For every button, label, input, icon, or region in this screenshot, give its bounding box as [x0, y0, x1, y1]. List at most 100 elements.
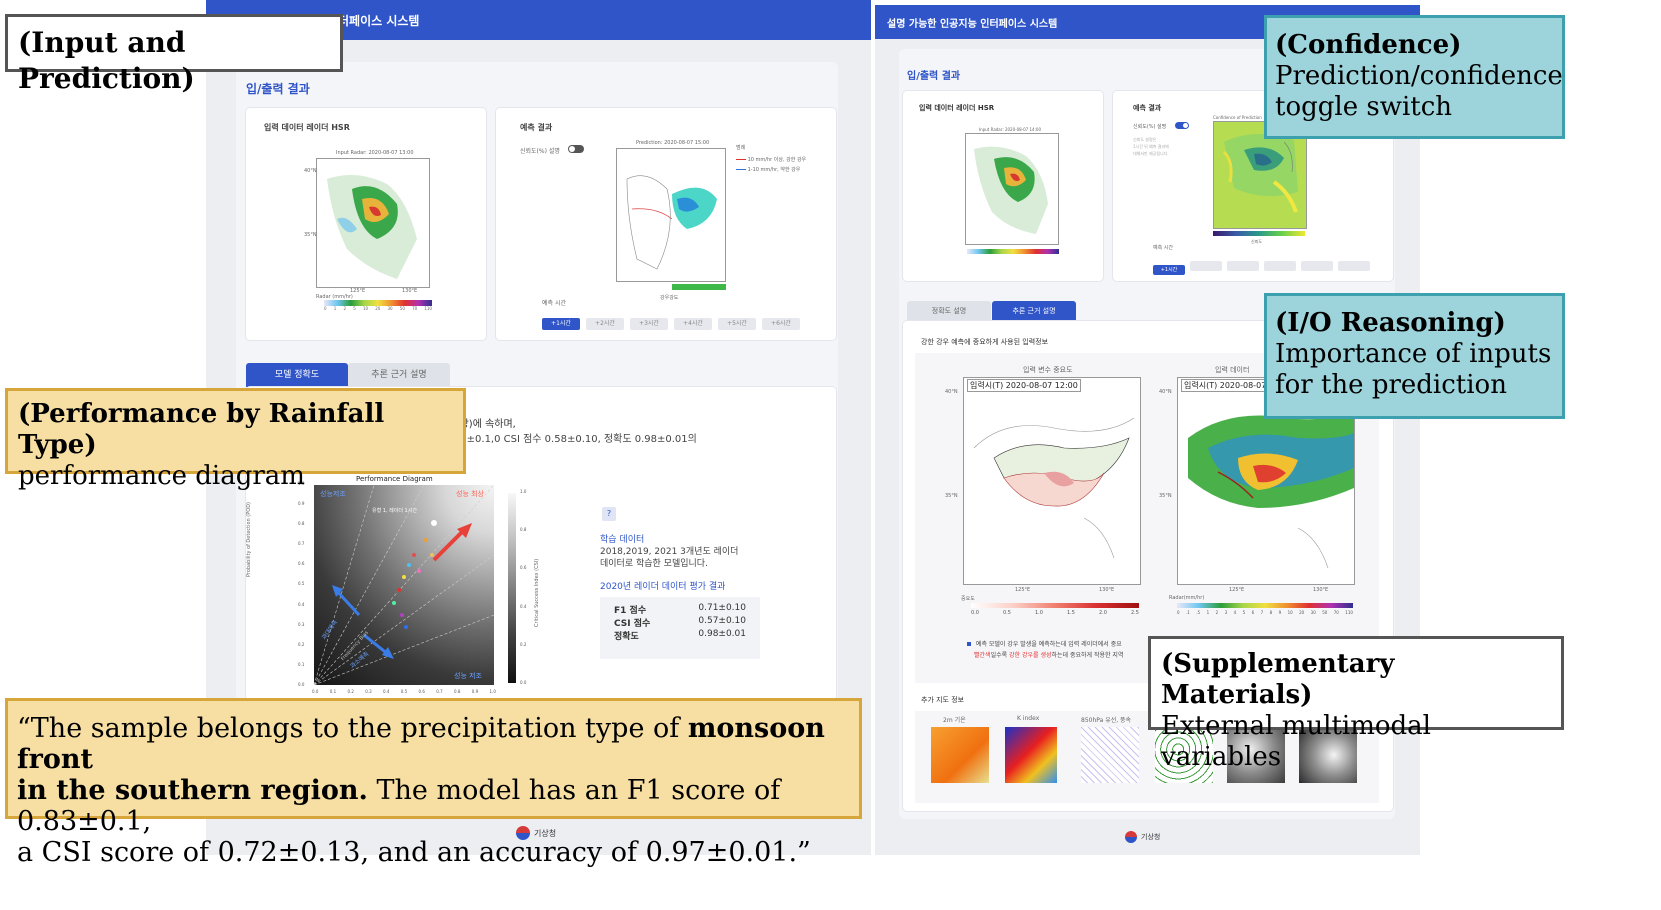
importance-map-graphic — [973, 417, 1135, 559]
time-button-3h[interactable]: +3시간 — [630, 318, 668, 330]
input-data-map-caption: 입력시(T) 2020-08-07 — [1181, 379, 1270, 392]
callout-performance-title: (Performance by Rainfall Type) — [18, 399, 385, 460]
tick: 2.0 — [1099, 610, 1107, 616]
left-pred-legend-strong: 10 mm/hr 이상, 강한 강우 — [736, 156, 806, 163]
importance-map: 입력시(T) 2020-08-07 12:00 — [963, 377, 1141, 585]
radar-map-graphic — [974, 146, 1048, 234]
tick: 0.2 — [520, 641, 527, 647]
accuracy-text-line2: 수 0.71±0.1,0 CSI 점수 0.58±0.10, 정확도 0.98±… — [432, 434, 697, 445]
left-input-lon-130: 130°E — [402, 288, 418, 294]
toggle-knob — [569, 146, 575, 152]
perf-label-top-right: 성능 최상 — [456, 490, 484, 498]
help-button[interactable]: ? — [602, 507, 616, 521]
time-button-1h[interactable]: +1시간 — [542, 318, 580, 330]
left-content: 입/출력 결과 입력 데이터 레이더 HSR Input Radar: 2020… — [236, 62, 838, 707]
prediction-map-graphic — [626, 175, 717, 270]
left-input-lat-35: 35°N — [304, 232, 317, 238]
imp-lon-130: 130°E — [1099, 587, 1115, 593]
callout-performance: (Performance by Rainfall Type) performan… — [5, 388, 466, 491]
tick: 0.2 — [298, 641, 305, 647]
imp-cbar-label: 중요도 — [961, 596, 975, 602]
train-title: 학습 데이터 — [600, 535, 645, 545]
performance-diagram: 성능저조 성능 최상 유형 1, 레이더 1시간 과대예측 Frequency … — [314, 485, 494, 685]
right-input-card-title: 입력 데이터 레이더 HSR — [919, 104, 995, 112]
left-input-card-title: 입력 데이터 레이더 HSR — [264, 123, 350, 132]
tick: 0.0 — [298, 681, 305, 687]
right-confidence-toggle[interactable] — [1175, 122, 1189, 129]
score-label: 정확도 — [614, 632, 639, 642]
tick: 1.0 — [489, 689, 496, 694]
tick: 4 — [1233, 610, 1237, 615]
region-link[interactable]: 남부지방)에 속하며, — [432, 419, 516, 430]
time-button-5h[interactable] — [1301, 261, 1333, 271]
left-input-cbar-ticks: 0 1 2 5 10 20 30 50 70 110 — [324, 306, 432, 311]
callout-confidence-sub-1: Prediction/confidence — [1275, 61, 1563, 91]
tick: 1 — [1206, 610, 1210, 615]
callout-confidence-sub-2: toggle switch — [1275, 92, 1453, 122]
time-button-5h[interactable]: +5시간 — [718, 318, 756, 330]
tick: 0.7 — [436, 689, 443, 694]
callout-input-prediction: (Input and Prediction) — [5, 14, 343, 95]
left-input-radar-map — [316, 158, 430, 288]
radar-map-graphic — [327, 175, 417, 279]
tick: 2.5 — [1131, 610, 1139, 616]
time-button-6h[interactable]: +6시간 — [762, 318, 800, 330]
tick: 70 — [412, 306, 418, 311]
left-pred-time-label: 예측 시간 — [542, 300, 566, 307]
right-toggle-desc-3: 대해서만 제공됩니다. — [1133, 151, 1169, 156]
time-button-4h[interactable] — [1264, 261, 1296, 271]
legend-weak-label: 1-10 mm/hr, 약한 강우 — [747, 167, 801, 173]
tick: 0.5 — [298, 581, 305, 587]
tick: 20 — [375, 306, 381, 311]
time-button-2h[interactable]: +2시간 — [586, 318, 624, 330]
right-section-title: 입/출력 결과 — [907, 71, 961, 82]
tick: 110 — [424, 306, 432, 311]
perf-y-ticks: 1.0 0.9 0.8 0.7 0.6 0.5 0.4 0.3 0.2 0.1 … — [298, 481, 304, 687]
left-pred-colorbar — [618, 284, 726, 290]
kma-logo-icon — [1125, 831, 1137, 843]
time-button-4h[interactable]: +4시간 — [674, 318, 712, 330]
extra-map-temperature[interactable] — [931, 727, 989, 783]
tick: 0.3 — [298, 621, 305, 627]
left-input-colorbar — [324, 300, 432, 306]
extra-map-satellite-1[interactable] — [1227, 727, 1285, 783]
left-prediction-map — [616, 148, 726, 282]
tick: 0.4 — [520, 603, 527, 609]
tab-model-accuracy[interactable]: 모델 정확도 — [246, 363, 348, 387]
right-pred-toggle-label: 신뢰도(%) 설명 — [1133, 124, 1167, 130]
importance-colorbar — [971, 603, 1139, 608]
time-button-3h[interactable] — [1227, 261, 1259, 271]
callout-supplementary-sub: External multimodal variables — [1161, 711, 1431, 772]
tick: 1.0 — [520, 489, 527, 494]
right-conf-cbar-label: 신뢰도 — [1251, 239, 1263, 244]
score-row-f1: F1 점수 0.71±0.10 — [614, 603, 746, 616]
left-confidence-toggle[interactable] — [568, 145, 584, 153]
tick: 0.3 — [365, 689, 372, 694]
legend-strong-label: 10 mm/hr 이상, 강한 강우 — [747, 157, 807, 163]
perf-diagram-overlay — [314, 485, 494, 685]
train-text-1: 2018,2019, 2021 3개년도 레이더 — [600, 547, 739, 557]
tick: 1.0 — [1035, 610, 1043, 616]
tick: 0.2 — [347, 689, 354, 694]
time-button-1h[interactable]: +1시간 — [1153, 265, 1185, 275]
time-button-6h[interactable] — [1338, 261, 1370, 271]
tick: 2 — [343, 306, 347, 311]
extra-map-kindex[interactable] — [1005, 727, 1057, 783]
tick: 0 — [324, 306, 327, 311]
tab-accuracy[interactable]: 정확도 설명 — [907, 301, 991, 321]
tick: 50 — [1322, 610, 1328, 615]
quote-bold-1: monsoon front — [17, 713, 825, 775]
tab-reasoning[interactable]: 추론 근거 설명 — [348, 363, 450, 387]
callout-supplementary-title: (Supplementary Materials) — [1161, 649, 1395, 710]
inp-cbar-ticks: 0 .1 .5 1 2 3 4 5 6 7 8 9 10 20 30 50 70 — [1177, 610, 1353, 615]
tick: 2 — [1215, 610, 1219, 615]
extra-map-satellite-2[interactable] — [1299, 727, 1357, 783]
reasoning-note-2: 빨간색일수록 강한 강우를 생성하는데 중요하게 작용한 지역 — [974, 650, 1123, 659]
left-input-lat-40: 40°N — [304, 168, 317, 174]
tick: 0.6 — [298, 561, 305, 567]
extra-map-850hpa[interactable] — [1081, 727, 1139, 783]
extra-map-surface[interactable] — [1155, 727, 1213, 783]
left-pred-legend-weak: 1-10 mm/hr, 약한 강우 — [736, 166, 800, 173]
time-button-2h[interactable] — [1190, 261, 1222, 271]
tab-reasoning[interactable]: 추론 근거 설명 — [992, 301, 1076, 321]
